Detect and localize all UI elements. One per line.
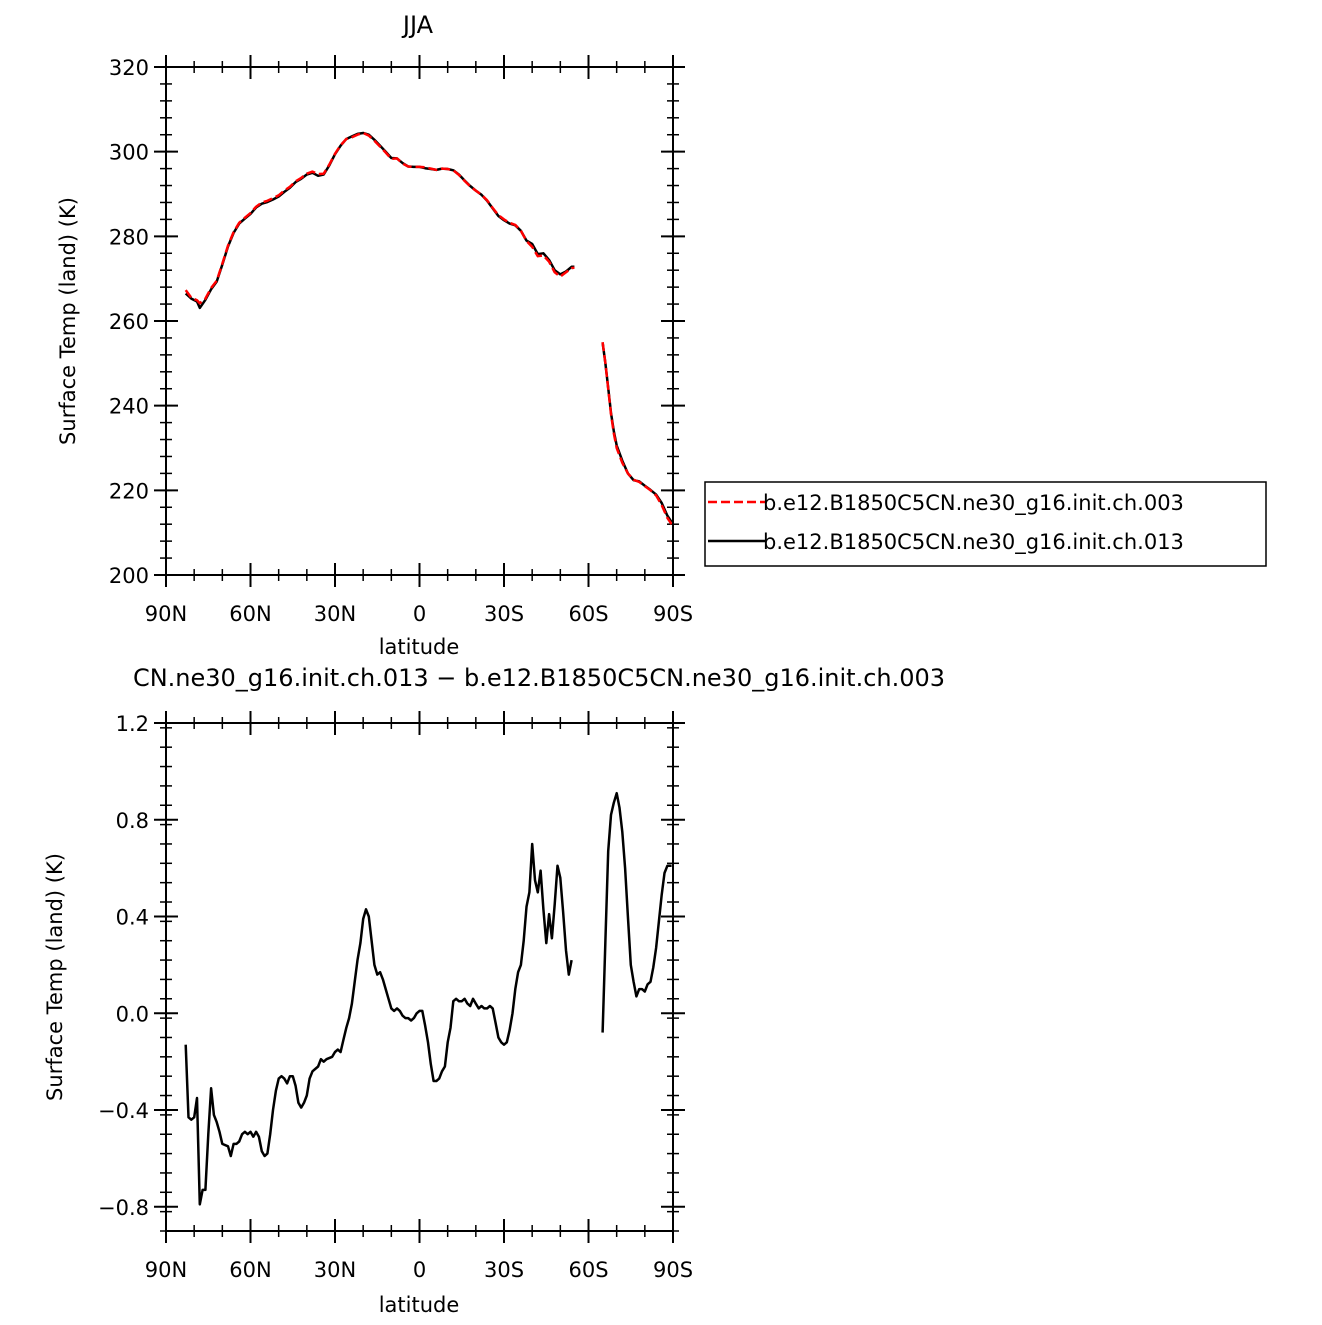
legend-entry-013: b.e12.B1850C5CN.ne30_g16.init.ch.013 bbox=[763, 530, 1184, 555]
bottom-x-ticks: 90N 60N 30N 0 30S 60S 90S bbox=[145, 711, 693, 1282]
y-tick-label: 0.4 bbox=[116, 906, 149, 930]
top-panel: JJA 200 220 240 260 280 300 320 90N 60N 30N 0 30S 6… bbox=[56, 11, 693, 659]
bottom-chart-title: CN.ne30_g16.init.ch.013 − b.e12.B1850C5C… bbox=[133, 664, 945, 692]
top-y-ticks: 200 220 240 260 280 300 320 bbox=[109, 56, 685, 588]
legend-box bbox=[704, 481, 1267, 567]
x-tick-label: 60S bbox=[568, 602, 608, 626]
series-line bbox=[184, 131, 575, 310]
top-y-axis-label: Surface Temp (land) (K) bbox=[56, 197, 80, 445]
x-tick-label: 90S bbox=[653, 1258, 693, 1282]
x-tick-label: 60N bbox=[229, 1258, 271, 1282]
y-tick-label: −0.8 bbox=[98, 1196, 149, 1220]
bottom-plot-frame bbox=[165, 722, 674, 1232]
series-line bbox=[601, 342, 673, 525]
legend: b.e12.B1850C5CN.ne30_g16.init.ch.003 b.e… bbox=[704, 481, 1267, 567]
x-tick-label: 30N bbox=[314, 1258, 356, 1282]
top-series bbox=[184, 131, 673, 525]
y-tick-label: 0.0 bbox=[116, 1002, 149, 1026]
y-tick-label: −0.4 bbox=[98, 1099, 149, 1123]
x-tick-label: 60S bbox=[568, 1258, 608, 1282]
series-line bbox=[601, 791, 672, 1033]
series-line bbox=[184, 842, 573, 1206]
x-tick-label: 30S bbox=[484, 602, 524, 626]
x-tick-label: 0 bbox=[413, 1258, 426, 1282]
series-line bbox=[184, 131, 575, 305]
x-tick-label: 0 bbox=[413, 602, 426, 626]
x-tick-label: 30N bbox=[314, 602, 356, 626]
y-tick-label: 240 bbox=[109, 395, 149, 419]
bottom-y-ticks: −0.8 −0.4 0.0 0.4 0.8 1.2 bbox=[98, 712, 685, 1232]
y-tick-label: 280 bbox=[109, 225, 149, 249]
bottom-series bbox=[184, 791, 672, 1206]
y-tick-label: 220 bbox=[109, 479, 149, 503]
x-tick-label: 90N bbox=[145, 602, 187, 626]
y-tick-label: 200 bbox=[109, 564, 149, 588]
y-tick-label: 0.8 bbox=[116, 809, 149, 833]
x-tick-label: 30S bbox=[484, 1258, 524, 1282]
x-tick-label: 90N bbox=[145, 1258, 187, 1282]
x-tick-label: 60N bbox=[229, 602, 271, 626]
x-tick-label: 90S bbox=[653, 602, 693, 626]
bottom-y-axis-label: Surface Temp (land) (K) bbox=[43, 853, 67, 1101]
y-tick-label: 260 bbox=[109, 310, 149, 334]
bottom-x-axis-label: latitude bbox=[379, 1293, 460, 1317]
bottom-panel: CN.ne30_g16.init.ch.013 − b.e12.B1850C5C… bbox=[43, 664, 945, 1317]
top-plot-frame bbox=[165, 66, 674, 576]
top-chart-title: JJA bbox=[401, 11, 434, 39]
legend-entry-003: b.e12.B1850C5CN.ne30_g16.init.ch.003 bbox=[763, 491, 1184, 516]
top-x-axis-label: latitude bbox=[379, 635, 460, 659]
y-tick-label: 1.2 bbox=[116, 712, 149, 736]
top-x-ticks: 90N 60N 30N 0 30S 60S 90S bbox=[145, 55, 693, 626]
series-line bbox=[601, 342, 673, 523]
y-tick-label: 320 bbox=[109, 56, 149, 80]
y-tick-label: 300 bbox=[109, 141, 149, 165]
